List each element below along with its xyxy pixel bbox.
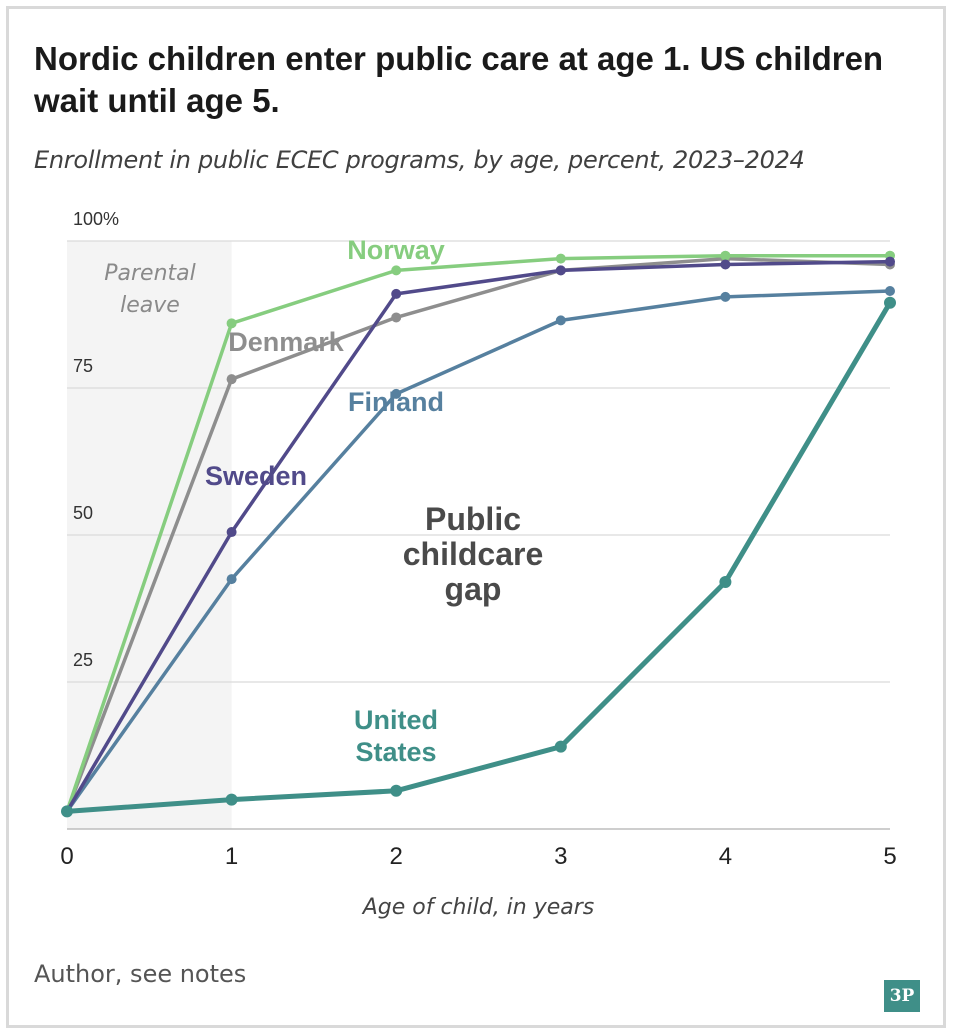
denmark-label-line: Denmark: [228, 327, 345, 357]
finland-point: [391, 388, 402, 399]
norway-point: [391, 265, 402, 276]
norway-point: [226, 318, 237, 329]
y-tick-label: 50: [73, 503, 93, 523]
y-tick-label: 75: [73, 356, 93, 376]
sweden-point: [391, 288, 402, 299]
denmark-point: [226, 374, 237, 385]
sweden-point: [555, 265, 566, 276]
norway-point: [555, 253, 566, 264]
parental-leave-label-line: Parental: [104, 261, 196, 286]
chart-subtitle: Enrollment in public ECEC programs, by a…: [34, 146, 805, 174]
x-tick-label: 0: [60, 843, 73, 870]
parental-leave-label-line: leave: [120, 293, 180, 318]
sweden-point: [885, 256, 895, 267]
united-states-point: [554, 740, 567, 753]
sweden-point: [226, 527, 237, 538]
united-states-point: [719, 576, 732, 589]
chart-title: Nordic children enter public care at age…: [34, 40, 884, 119]
publisher-logo: 3P: [884, 980, 920, 1012]
finland-label-line: Finland: [348, 387, 444, 417]
norway-label-line: Norway: [347, 235, 445, 265]
united-states-label: United States: [354, 705, 438, 767]
x-tick-label: 5: [883, 843, 896, 870]
sweden-line: [65, 259, 892, 814]
x-tick-label: 2: [390, 843, 403, 870]
finland-point: [226, 574, 237, 585]
denmark-point: [391, 312, 402, 323]
source-note: Author, see notes: [34, 960, 247, 988]
finland-line: [65, 289, 892, 814]
x-tick-label: 3: [554, 843, 567, 870]
finland-point: [885, 285, 895, 296]
united-states-label-line: States: [355, 737, 436, 767]
finland-point: [555, 315, 566, 326]
y-tick-label: 100%: [73, 209, 119, 229]
y-tick-label: 25: [73, 650, 93, 670]
sweden-label: Sweden: [205, 461, 307, 491]
childcare-gap-annotation: Public childcare gap: [403, 501, 544, 607]
denmark-line: [65, 256, 892, 814]
united-states-point: [884, 296, 896, 309]
norway-point: [720, 250, 731, 261]
norway-label: Norway: [347, 235, 445, 265]
sweden-point: [720, 259, 731, 270]
x-tick-label: 4: [719, 843, 732, 870]
sweden-label-line: Sweden: [205, 461, 307, 491]
united-states-label-line: United: [354, 705, 438, 735]
united-states-point: [390, 784, 403, 797]
united-states-point: [225, 793, 238, 806]
parental-leave-label: Parental leave: [104, 261, 196, 318]
united-states-line: [64, 300, 893, 814]
norway-line: [65, 253, 892, 814]
finland-label: Finland: [348, 387, 444, 417]
childcare-gap-annotation-line: Public: [425, 501, 521, 537]
denmark-label: Denmark: [228, 327, 345, 357]
finland-point: [720, 291, 731, 302]
x-axis-label: Age of child, in years: [361, 895, 595, 920]
united-states-point: [61, 805, 73, 818]
childcare-gap-annotation-line: childcare: [403, 536, 544, 572]
childcare-gap-annotation-line: gap: [445, 571, 502, 607]
x-tick-label: 1: [225, 843, 238, 870]
